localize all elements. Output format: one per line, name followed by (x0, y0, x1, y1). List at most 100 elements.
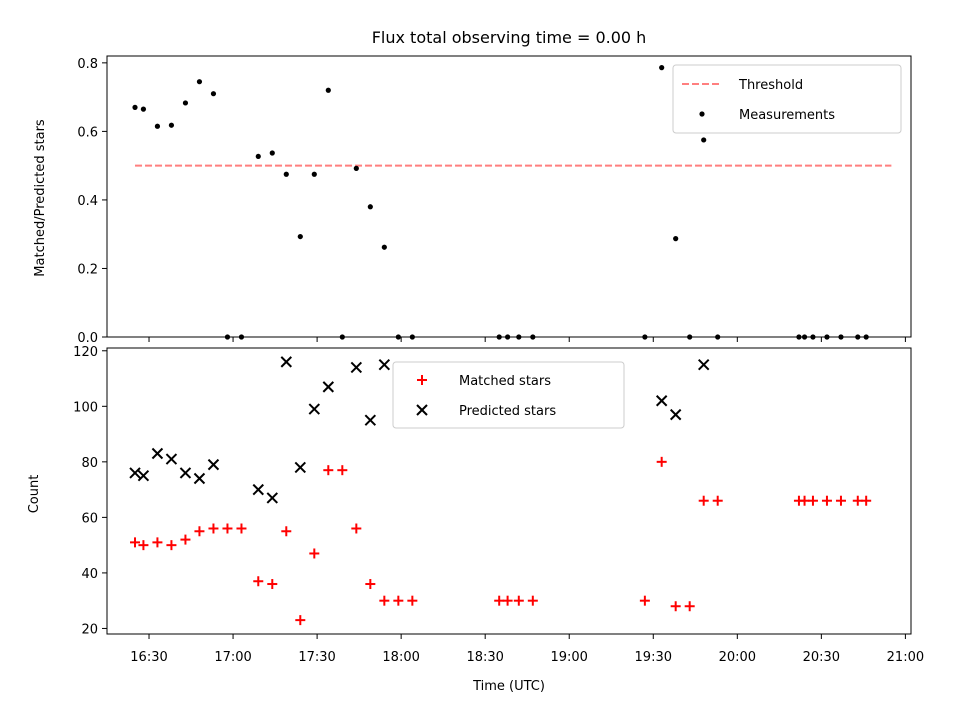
matched-point-17 (365, 579, 376, 590)
top-plot-frame (106, 55, 912, 338)
matched-point-15 (337, 465, 348, 476)
matched-point-26 (656, 456, 667, 467)
top-y-tick-label-0: 0.0 (77, 331, 98, 346)
matched-point-25 (639, 595, 650, 606)
measurement-point-12 (297, 233, 303, 240)
bottom-x-tick-label-7: 20:00 (719, 650, 756, 665)
matched-legend-swatch (417, 375, 427, 385)
bottom-y-tick-label-4: 100 (73, 400, 98, 415)
matched-point-34 (821, 495, 832, 506)
matched-point-8 (236, 523, 247, 534)
top-y-tick-label-3: 0.6 (77, 125, 98, 140)
bottom-x-tick-label-4: 18:30 (466, 650, 503, 665)
chart-title: Flux total observing time = 0.00 h (372, 28, 647, 47)
matched-point-30 (712, 495, 723, 506)
top-legend-box (672, 64, 902, 134)
matched-point-35 (835, 495, 846, 506)
predicted-point-1 (137, 470, 150, 482)
bottom-y-axis: 20 40 60 80 100 120 (73, 345, 107, 637)
predicted-point-8 (266, 492, 278, 504)
bottom-plot-frame (106, 347, 912, 635)
bottom-x-tick-label-5: 19:00 (550, 650, 587, 665)
measurements-legend-swatch (699, 111, 705, 117)
bottom-y-tick-label-2: 60 (81, 511, 98, 526)
measurement-point-6 (210, 91, 217, 97)
matched-point-28 (684, 601, 695, 612)
matched-point-37 (861, 495, 872, 506)
measurement-point-14 (325, 87, 331, 93)
matched-point-5 (194, 526, 205, 537)
matched-point-14 (323, 465, 334, 476)
measurement-point-10 (269, 150, 275, 156)
matched-point-9 (253, 576, 264, 587)
matched-point-4 (180, 534, 191, 545)
predicted-point-11 (308, 403, 321, 415)
matched-point-6 (208, 523, 219, 534)
measurement-point-5 (196, 79, 203, 85)
measurement-point-4 (182, 100, 189, 106)
measurement-point-11 (283, 171, 289, 177)
bottom-x-axis: 16:30 17:00 17:30 18:00 18:30 19:00 19:30 20:00… (130, 634, 924, 665)
predicted-point-16 (655, 395, 668, 407)
matched-point-33 (807, 495, 818, 506)
threshold-legend-label: Threshold (738, 78, 803, 93)
matched-point-13 (309, 548, 320, 559)
predicted-point-7 (252, 483, 264, 496)
predicted-point-12 (322, 381, 335, 393)
predicted-point-4 (179, 467, 192, 479)
matched-point-27 (670, 601, 681, 612)
bottom-y-tick-label-0: 20 (81, 622, 98, 637)
bottom-y-axis-label: Count (27, 475, 42, 514)
measurement-point-1 (140, 106, 147, 112)
matched-point-24 (527, 595, 538, 606)
predicted-point-15 (378, 358, 391, 371)
top-panel: Flux total observing time = 0.00 h Match… (33, 28, 912, 346)
matched-point-3 (166, 540, 177, 551)
measurements-legend-label: Measurements (739, 108, 835, 123)
matched-point-2 (152, 537, 163, 548)
bottom-x-tick-label-2: 17:30 (298, 650, 335, 665)
top-x-axis (148, 337, 906, 342)
matched-point-18 (379, 595, 390, 606)
predicted-point-13 (350, 361, 363, 374)
predicted-legend-label: Predicted stars (459, 404, 556, 419)
matched-point-36 (852, 495, 863, 506)
measurement-point-29 (701, 137, 707, 143)
predicted-point-5 (193, 472, 206, 485)
predicted-point-10 (294, 461, 307, 474)
top-y-axis-label: Matched/Predicted stars (33, 119, 48, 277)
bottom-y-tick-label-5: 120 (73, 345, 98, 360)
bottom-x-tick-label-6: 19:30 (635, 650, 672, 665)
matched-point-22 (502, 595, 513, 606)
matched-legend-label: Matched stars (459, 374, 551, 389)
measurement-point-17 (367, 204, 373, 210)
bottom-x-tick-label-9: 21:00 (887, 650, 924, 665)
bottom-legend-box (392, 361, 625, 429)
top-y-tick-label-1: 0.2 (77, 262, 98, 277)
measurement-point-18 (381, 244, 387, 250)
top-y-axis: 0.0 0.2 0.4 0.6 0.8 (77, 57, 107, 346)
predicted-point-6 (207, 458, 220, 471)
predicted-legend-swatch (416, 404, 428, 416)
measurement-point-2 (154, 123, 161, 129)
matched-point-0 (130, 537, 141, 548)
top-y-tick-label-4: 0.8 (77, 57, 98, 72)
measurement-point-3 (168, 122, 175, 128)
matched-point-29 (698, 495, 709, 506)
matched-point-21 (494, 595, 505, 606)
top-legend: Threshold Measurements (672, 64, 902, 134)
bottom-x-tick-label-0: 16:30 (130, 650, 167, 665)
measurement-point-9 (255, 153, 261, 160)
bottom-y-tick-label-1: 40 (81, 567, 98, 582)
bottom-y-tick-label-3: 80 (81, 456, 98, 471)
matched-point-12 (295, 615, 306, 626)
bottom-legend: Matched stars Predicted stars (392, 361, 625, 429)
matched-point-10 (267, 579, 278, 590)
predicted-point-18 (697, 358, 710, 371)
bottom-marks-layer (129, 356, 872, 626)
matched-point-1 (138, 540, 149, 551)
predicted-point-17 (669, 408, 682, 421)
matched-point-23 (513, 595, 524, 606)
measurement-point-26 (659, 65, 665, 71)
top-y-tick-label-2: 0.4 (77, 194, 98, 209)
